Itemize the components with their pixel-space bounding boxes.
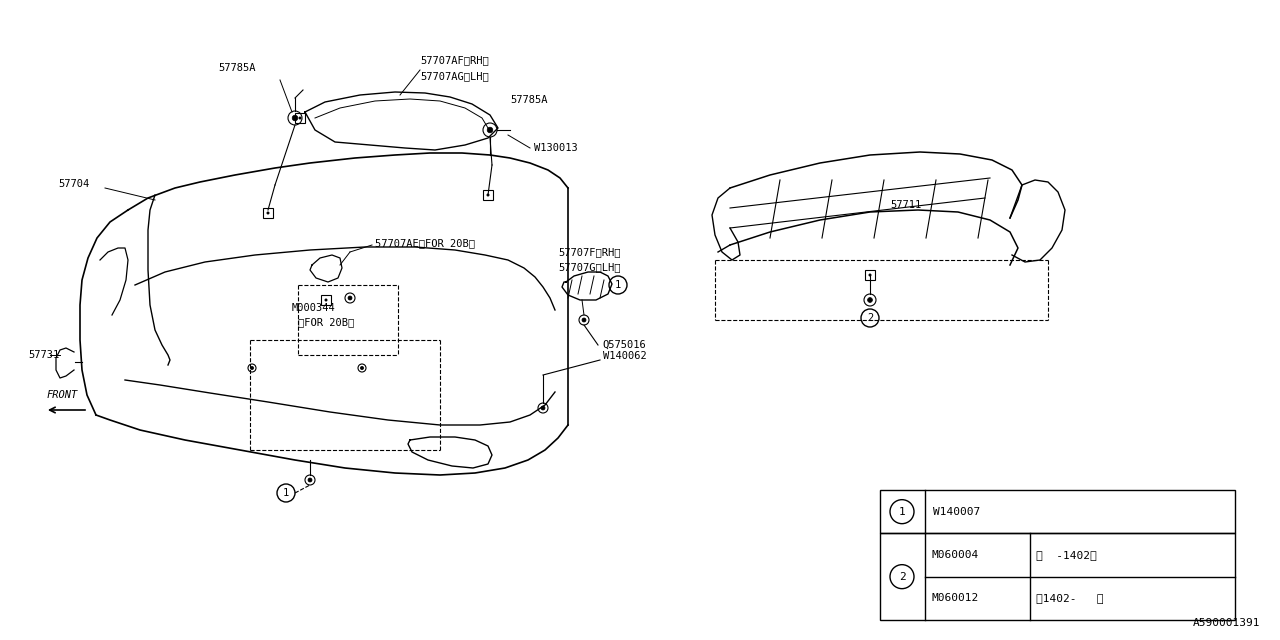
Circle shape xyxy=(361,366,364,370)
Circle shape xyxy=(266,211,270,214)
Text: 57711: 57711 xyxy=(890,200,922,210)
Text: 1: 1 xyxy=(899,507,905,516)
Text: FRONT: FRONT xyxy=(46,390,78,400)
Text: 1: 1 xyxy=(283,488,289,498)
Text: 57707G〈LH〉: 57707G〈LH〉 xyxy=(558,262,621,272)
Text: 57707AF〈RH〉: 57707AF〈RH〉 xyxy=(420,55,489,65)
Text: M060012: M060012 xyxy=(931,593,978,604)
Text: 57731: 57731 xyxy=(28,350,59,360)
Circle shape xyxy=(869,273,872,276)
Bar xyxy=(321,295,332,305)
Text: W140062: W140062 xyxy=(603,351,646,361)
Circle shape xyxy=(292,115,298,121)
Text: 2: 2 xyxy=(867,313,873,323)
Bar xyxy=(294,113,305,123)
Text: M060004: M060004 xyxy=(931,550,978,560)
Circle shape xyxy=(298,116,302,120)
Circle shape xyxy=(308,478,312,482)
Text: 1: 1 xyxy=(614,280,621,290)
Circle shape xyxy=(488,127,493,133)
Text: W130013: W130013 xyxy=(534,143,577,153)
Bar xyxy=(881,533,1235,620)
Text: W140007: W140007 xyxy=(933,507,980,516)
Circle shape xyxy=(348,296,352,300)
Text: 57785A: 57785A xyxy=(218,63,256,73)
Bar xyxy=(881,490,1235,533)
Text: M000344: M000344 xyxy=(292,303,335,313)
Text: 57785A: 57785A xyxy=(509,95,548,105)
Circle shape xyxy=(325,298,328,301)
Bar xyxy=(262,208,273,218)
Text: 〈1402-   〉: 〈1402- 〉 xyxy=(1036,593,1103,604)
Circle shape xyxy=(868,298,873,302)
Circle shape xyxy=(251,366,253,370)
Text: 57704: 57704 xyxy=(58,179,90,189)
Text: A590001391: A590001391 xyxy=(1193,618,1260,628)
Text: 57707AG〈LH〉: 57707AG〈LH〉 xyxy=(420,71,489,81)
Text: Q575016: Q575016 xyxy=(602,340,645,350)
Text: 57707AE〈FOR 20B〉: 57707AE〈FOR 20B〉 xyxy=(375,238,475,248)
Circle shape xyxy=(541,406,545,410)
Text: 〈  -1402〉: 〈 -1402〉 xyxy=(1036,550,1097,560)
Bar xyxy=(865,270,876,280)
Circle shape xyxy=(486,193,489,196)
Bar xyxy=(483,190,493,200)
Text: 2: 2 xyxy=(899,572,905,582)
Text: 〈FOR 20B〉: 〈FOR 20B〉 xyxy=(298,317,355,327)
Text: 57707F〈RH〉: 57707F〈RH〉 xyxy=(558,247,621,257)
Circle shape xyxy=(582,318,586,322)
